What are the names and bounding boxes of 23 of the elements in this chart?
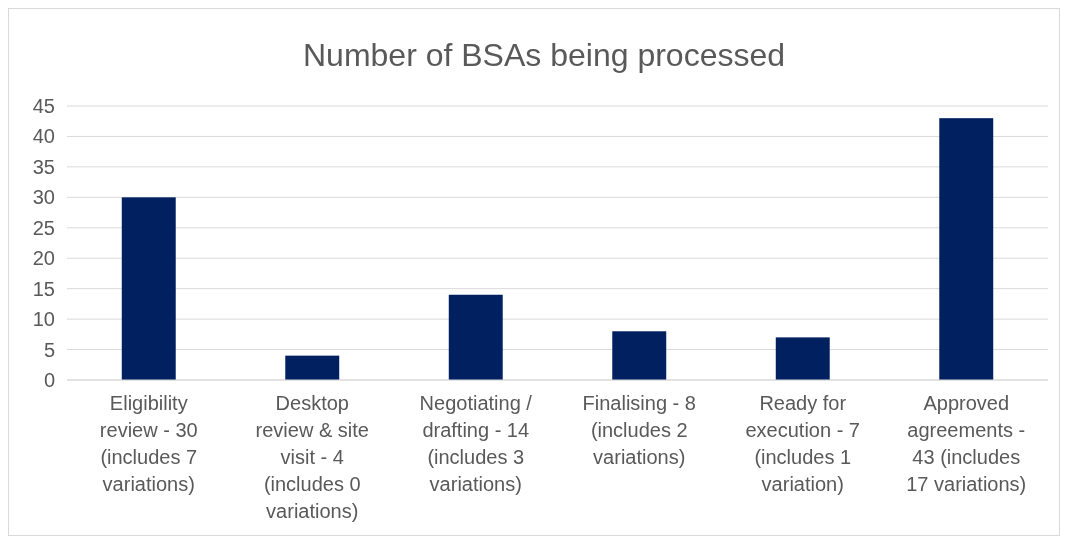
bar: [121, 197, 176, 380]
x-tick-label: Approved agreements - 43 (includes 17 variations): [906, 392, 1027, 495]
y-tick-label: 40: [32, 125, 55, 148]
chart-title: Number of BSAs being processed: [302, 37, 786, 73]
x-tick-label: Desktop review & site visit - 4 (includes 0 variations): [255, 392, 369, 522]
bar: [775, 337, 830, 380]
bar: [448, 294, 503, 380]
y-tick-label: 25: [32, 216, 55, 239]
bar: [612, 331, 667, 380]
x-tick-label: Ready for execution - 7 (includes 1 variation): [745, 392, 861, 495]
y-tick-label: 35: [32, 155, 55, 178]
x-tick-label: Finalising - 8 (includes 2 variations): [582, 392, 696, 468]
y-tick-label: 15: [32, 277, 55, 300]
y-tick-label: 10: [32, 308, 55, 331]
y-tick-label: 5: [43, 338, 55, 361]
bar: [939, 118, 994, 380]
y-tick-label: 30: [32, 186, 55, 209]
y-tick-label: 20: [32, 247, 55, 270]
x-tick-label: Eligibility review - 30 (includes 7 variations): [99, 392, 198, 495]
x-tick-label: Negotiating / drafting - 14 (includes 3 variations): [419, 392, 533, 495]
y-tick-label: 0: [43, 369, 55, 391]
y-tick-label: 45: [32, 95, 55, 117]
bar: [285, 355, 340, 380]
